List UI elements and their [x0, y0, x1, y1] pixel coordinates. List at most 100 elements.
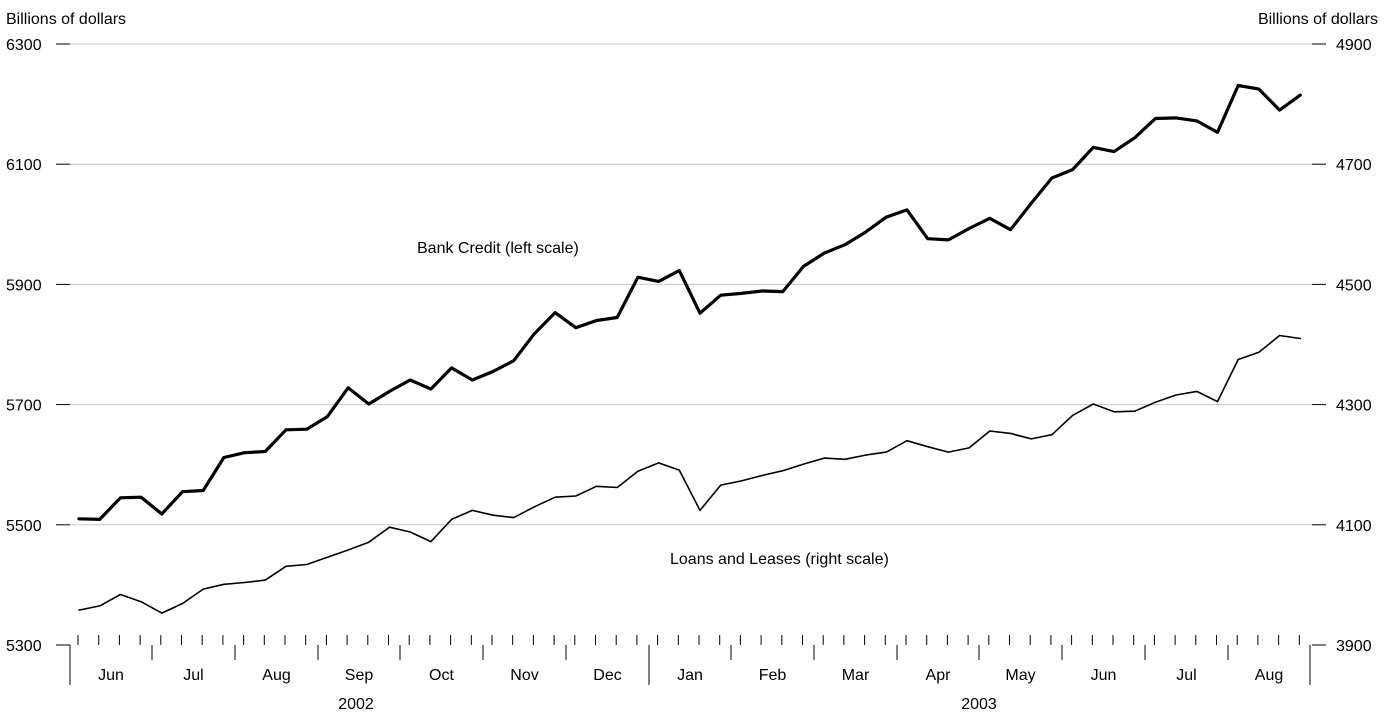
- bank-credit-point: [430, 388, 432, 390]
- loans-leases-point: [678, 469, 680, 471]
- loans-leases-point: [947, 451, 950, 453]
- bank-credit-point: [285, 429, 287, 431]
- loans-leases-point: [740, 480, 743, 482]
- left-tick-label: 5700: [6, 398, 42, 415]
- loans-leases-point: [1134, 410, 1136, 412]
- series-layer: [77, 83, 1302, 614]
- loans-leases-point: [492, 514, 494, 516]
- month-label: Aug: [1255, 667, 1283, 684]
- loans-leases-point: [844, 458, 846, 460]
- year-label: 2003: [961, 696, 997, 713]
- month-label: Dec: [593, 667, 621, 684]
- bank-credit-point: [554, 312, 556, 314]
- loans-leases-point: [761, 474, 763, 477]
- loans-leases-point: [1113, 411, 1115, 413]
- loans-leases-point: [202, 588, 204, 590]
- month-label: Apr: [926, 667, 952, 684]
- month-label: Oct: [429, 667, 454, 684]
- loans-leases-point: [244, 581, 246, 584]
- loans-leases-point: [161, 612, 163, 614]
- bank-credit-point: [1299, 94, 1301, 96]
- bank-credit-point: [244, 452, 246, 454]
- bank-credit-point: [802, 265, 805, 267]
- loans-leases-point: [1258, 351, 1260, 353]
- bank-credit-point: [1279, 109, 1281, 111]
- bank-credit-point: [451, 367, 453, 369]
- bank-credit-point: [637, 276, 639, 278]
- bank-credit-point: [1009, 229, 1012, 231]
- loans-leases-point: [906, 440, 908, 442]
- loans-leases-point: [1216, 401, 1219, 403]
- bank-credit-point: [99, 518, 101, 521]
- bank-credit-point: [947, 239, 950, 241]
- right-tick-label: 4900: [1336, 37, 1372, 54]
- bank-credit-point: [1154, 117, 1156, 120]
- bank-credit-point: [1216, 131, 1219, 133]
- loans-leases-point: [388, 526, 391, 528]
- loans-leases-point: [513, 517, 515, 519]
- loans-leases-point: [1030, 438, 1032, 440]
- right-tick-label: 4300: [1336, 398, 1372, 415]
- bank-credit-point: [658, 280, 660, 282]
- loans-leases-point: [885, 451, 887, 453]
- loans-leases-point: [451, 518, 453, 521]
- bank-credit-point: [409, 379, 411, 381]
- loans-leases-line: [78, 334, 1302, 614]
- loans-leases-point: [140, 601, 142, 603]
- left-tick-label: 5900: [6, 277, 42, 294]
- loans-leases-point: [1237, 358, 1239, 361]
- right-tick-label: 3900: [1336, 638, 1372, 655]
- bank-credit-point: [1051, 177, 1053, 179]
- bank-credit-point: [906, 209, 908, 211]
- loans-leases-point: [782, 470, 784, 472]
- loans-leases-point: [264, 579, 266, 581]
- loans-leases-point: [1072, 414, 1074, 416]
- loans-leases-point: [409, 531, 411, 533]
- bank-credit-point: [844, 244, 846, 246]
- bank-credit-point: [823, 252, 825, 254]
- loans-leases-point: [927, 446, 929, 448]
- right-axis-title: Billions of dollars: [1258, 11, 1378, 28]
- bank-credit-point: [989, 217, 991, 219]
- right-tick-label: 4700: [1336, 157, 1372, 174]
- bank-credit-point: [471, 379, 473, 381]
- loans-leases-series: [78, 334, 1302, 614]
- loans-leases-point: [1092, 403, 1094, 405]
- bank-credit-point: [1196, 120, 1198, 122]
- loans-leases-point: [989, 430, 991, 432]
- loans-leases-point: [181, 602, 184, 605]
- left-axis-title: Billions of dollars: [6, 11, 126, 28]
- gridlines: [70, 43, 1312, 526]
- loans-leases-point: [1154, 401, 1156, 403]
- right-axis-ticks: 3900 4100 4300 4500 4700 4900: [1312, 37, 1372, 655]
- loans-leases-point: [1051, 434, 1053, 436]
- bank-credit-point: [1134, 137, 1136, 139]
- loans-leases-point: [533, 506, 536, 508]
- bank-credit-point: [161, 513, 163, 515]
- bank-credit-point: [1072, 169, 1074, 171]
- month-label: Aug: [262, 667, 290, 684]
- loans-leases-point: [1279, 334, 1281, 337]
- bank-credit-point: [865, 231, 867, 233]
- loans-leases-point: [802, 463, 805, 465]
- bank-credit-point: [699, 312, 701, 314]
- bank-credit-annotation: Bank Credit (left scale): [417, 240, 579, 257]
- loans-leases-point: [554, 496, 556, 498]
- bank-credit-point: [1175, 117, 1177, 119]
- year-label: 2002: [338, 696, 374, 713]
- bank-credit-point: [264, 450, 266, 453]
- loans-leases-point: [1196, 390, 1198, 392]
- bank-credit-point: [140, 496, 142, 498]
- bank-credit-point: [1030, 202, 1032, 204]
- month-label: Nov: [510, 667, 538, 684]
- right-tick-label: 4500: [1336, 277, 1372, 294]
- bank-credit-point: [927, 238, 929, 240]
- bank-credit-line: [77, 83, 1302, 522]
- bank-credit-point: [782, 291, 784, 293]
- bank-credit-point: [326, 416, 328, 418]
- loans-leases-annotation: Loans and Leases (right scale): [670, 551, 889, 568]
- loans-leases-point: [119, 593, 121, 596]
- bank-credit-point: [388, 390, 391, 392]
- loans-leases-point: [326, 556, 328, 558]
- month-label: Sep: [345, 667, 374, 684]
